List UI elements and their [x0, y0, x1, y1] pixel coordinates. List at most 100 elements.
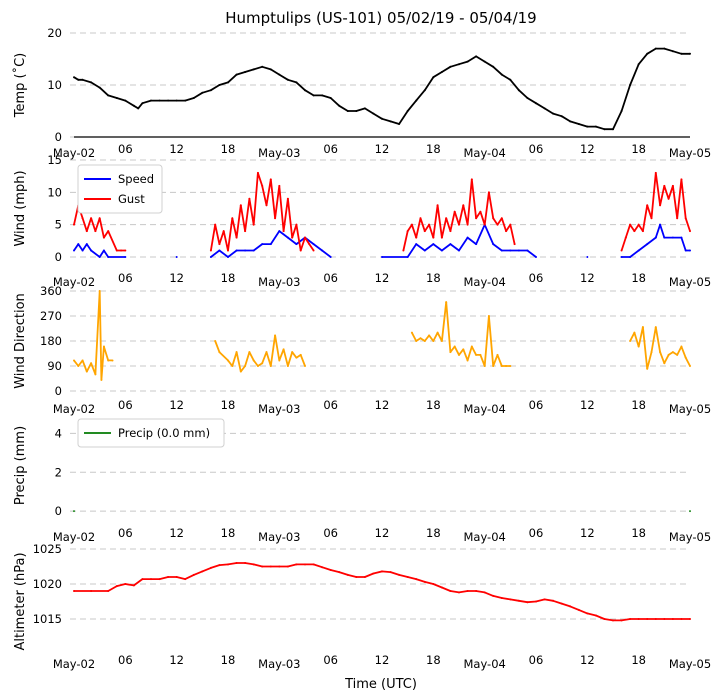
data-point: [663, 47, 666, 50]
data-point: [175, 256, 178, 258]
x-tick-label: May-04: [463, 146, 505, 160]
data-point: [231, 365, 234, 367]
y-tick-label: 0: [55, 504, 62, 518]
data-point: [291, 236, 294, 239]
data-point: [483, 60, 486, 63]
data-point: [299, 249, 302, 252]
data-point: [663, 236, 666, 239]
data-point: [158, 578, 161, 581]
data-point: [577, 123, 580, 125]
data-point: [282, 230, 285, 233]
data-point: [158, 99, 161, 102]
data-point: [552, 599, 555, 602]
data-point: [689, 365, 691, 367]
data-point: [637, 223, 640, 226]
data-point: [689, 510, 691, 513]
data-point: [312, 249, 315, 252]
x-tick-label: May-03: [258, 146, 300, 160]
data-point: [423, 230, 426, 233]
data-point: [94, 373, 97, 376]
data-point: [671, 618, 674, 620]
data-point: [132, 584, 135, 587]
data-point: [428, 223, 431, 226]
data-point: [124, 256, 127, 258]
panel-wind: 0 5 10 15 Wind (mph) May-02 06 12 18 May-03 06 12 18…: [13, 153, 711, 289]
data-point: [282, 348, 285, 351]
data-point: [218, 84, 221, 86]
data-point: [641, 326, 644, 329]
data-point: [73, 590, 75, 592]
data-point: [102, 345, 105, 348]
data-point: [132, 104, 135, 107]
data-point: [321, 94, 324, 97]
data-point: [295, 563, 298, 566]
data-point: [244, 562, 247, 564]
data-point: [513, 243, 516, 246]
data-point: [569, 120, 572, 123]
data-point: [684, 217, 687, 220]
data-point: [98, 256, 101, 258]
data-point: [671, 236, 674, 239]
data-point: [77, 243, 80, 246]
data-point: [500, 365, 503, 367]
x-tick-label: 18: [631, 653, 646, 667]
data-point: [492, 243, 495, 246]
data-point: [150, 578, 152, 581]
data-point: [654, 171, 657, 174]
data-point: [641, 230, 644, 233]
data-point: [449, 590, 452, 592]
x-tick-label: 12: [375, 142, 390, 156]
y-tick-label: 180: [40, 334, 62, 348]
data-point: [218, 249, 221, 252]
panel-precip: 0 2 4 Precip (mm) May-02 06 12 18 May-03 06 12 18 Ma…: [13, 418, 711, 544]
data-point: [449, 65, 452, 68]
data-point: [445, 301, 448, 304]
data-point: [449, 243, 452, 246]
x-tick-label: 12: [169, 271, 184, 285]
data-point: [73, 510, 75, 513]
data-point: [137, 107, 140, 110]
x-tick-label: 18: [221, 398, 236, 412]
x-tick-label: May-02: [53, 530, 95, 544]
x-tick-label: 06: [529, 271, 544, 285]
data-point: [629, 256, 632, 258]
data-point: [115, 249, 118, 252]
data-point: [77, 78, 80, 81]
x-tick-label: 12: [169, 526, 184, 540]
y-tick-label: 1025: [33, 542, 62, 556]
x-tick-label: 12: [375, 398, 390, 412]
data-point: [470, 178, 473, 181]
data-point: [175, 99, 178, 102]
data-point: [312, 243, 315, 246]
data-point: [680, 52, 683, 55]
data-point: [509, 78, 512, 81]
data-point: [492, 217, 495, 220]
data-point: [321, 566, 324, 569]
legend-label: Precip (0.0 mm): [118, 426, 210, 440]
data-point: [637, 345, 640, 348]
data-point: [235, 73, 238, 76]
data-point: [120, 249, 123, 252]
data-point: [184, 578, 187, 581]
data-point: [500, 597, 503, 599]
x-tick-label: 06: [323, 526, 338, 540]
data-point: [321, 249, 324, 252]
legend-label: Gust: [118, 192, 145, 206]
data-point: [124, 249, 127, 252]
x-tick-label: 18: [426, 142, 441, 156]
data-point: [239, 370, 242, 373]
data-point: [440, 249, 443, 252]
data-point: [381, 117, 383, 120]
data-point: [496, 353, 499, 356]
data-point: [398, 573, 401, 576]
data-point: [73, 249, 75, 252]
data-point: [689, 52, 691, 55]
data-point: [659, 351, 662, 354]
x-tick-label: May-02: [53, 657, 95, 671]
data-point: [295, 81, 298, 84]
data-point: [278, 565, 281, 568]
data-point: [389, 120, 392, 123]
data-point: [261, 565, 264, 568]
data-point: [449, 230, 452, 233]
